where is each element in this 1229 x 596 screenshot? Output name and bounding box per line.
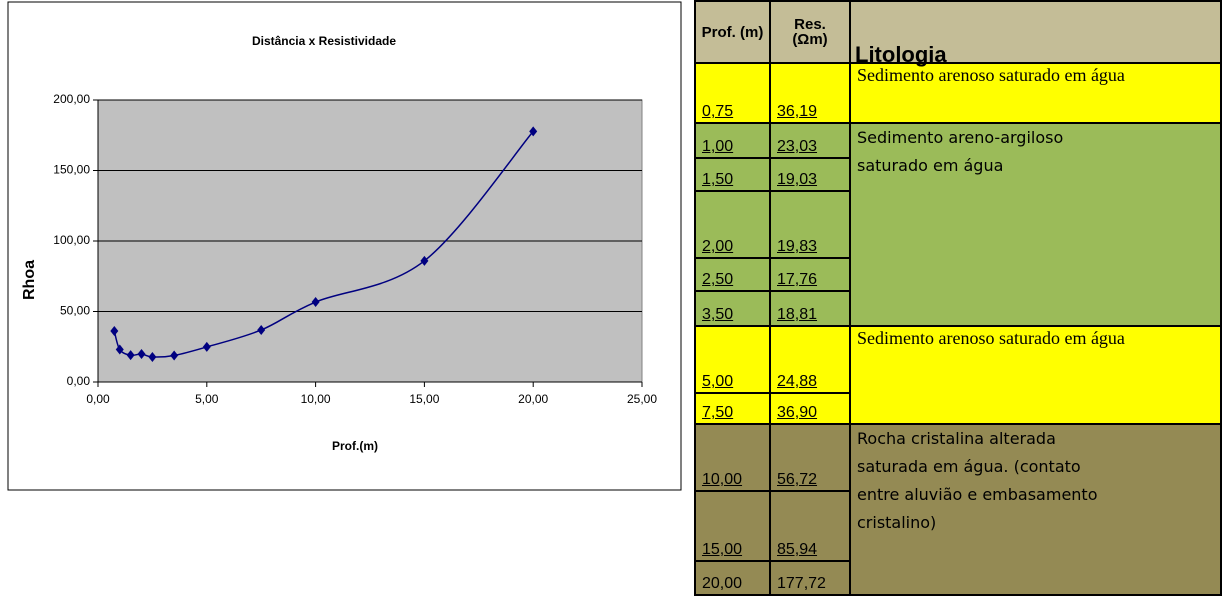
lithology: Sedimento arenoso saturado em água [849, 325, 1222, 425]
cell: 1,00 [694, 122, 771, 159]
marker [115, 344, 124, 355]
cell: 1,50 [694, 157, 771, 192]
cell: 36,19 [769, 62, 851, 124]
y-tick-label: 50,00 [60, 304, 90, 318]
y-axis-label: Rhoa [21, 260, 38, 300]
x-tick-label: 10,00 [301, 392, 331, 406]
cell: 24,88 [769, 325, 851, 394]
marker [420, 255, 429, 266]
marker [126, 350, 135, 361]
x-tick-label: 20,00 [518, 392, 548, 406]
lithology: Sedimento arenoso saturado em água [849, 62, 1222, 124]
data-table: Prof. (m) Res. (Ωm) Litologia 0,75 36,19 Sed… [694, 0, 1222, 596]
cell: 7,50 [694, 392, 771, 425]
cell: 15,00 [694, 490, 771, 562]
header: Prof. (m) [694, 0, 771, 64]
cell: 18,81 [769, 290, 851, 327]
cell: 3,50 [694, 290, 771, 327]
chart: Distância x Resistividade Prof.(m) Rhoa … [7, 1, 682, 491]
cell: 10,00 [694, 423, 771, 492]
cell: 85,94 [769, 490, 851, 562]
cell: 36,90 [769, 392, 851, 425]
marker [170, 350, 179, 361]
x-tick-label: 0,00 [86, 392, 110, 406]
x-tick-label: 15,00 [409, 392, 439, 406]
cell: 5,00 [694, 325, 771, 394]
y-tick-label: 0,00 [67, 374, 91, 388]
marker [529, 126, 538, 137]
marker [257, 324, 266, 335]
lithology: Rocha cristalina alterada saturada em ág… [849, 423, 1222, 596]
x-axis-label: Prof.(m) [332, 439, 378, 453]
cell: 17,76 [769, 257, 851, 292]
chart-title: Distância x Resistividade [252, 34, 396, 48]
cell: 0,75 [694, 62, 771, 124]
header: Res. (Ωm) [769, 0, 851, 64]
cell: 177,72 [769, 560, 851, 596]
y-tick-label: 150,00 [53, 163, 90, 177]
cell: 2,00 [694, 190, 771, 259]
cell: 23,03 [769, 122, 851, 159]
cell: 56,72 [769, 423, 851, 492]
cell: 19,03 [769, 157, 851, 192]
marker [137, 349, 146, 360]
marker [202, 341, 211, 352]
y-tick-label: 200,00 [53, 92, 90, 106]
header: Litologia [849, 0, 1222, 66]
cell: 2,50 [694, 257, 771, 292]
y-tick-label: 100,00 [53, 233, 90, 247]
lithology: Sedimento areno-argiloso saturado em águ… [849, 122, 1222, 327]
x-tick-label: 25,00 [627, 392, 657, 406]
marker [110, 325, 119, 336]
cell: 20,00 [694, 560, 771, 596]
x-tick-label: 5,00 [195, 392, 219, 406]
cell: 19,83 [769, 190, 851, 259]
marker [311, 297, 320, 308]
marker [148, 351, 157, 362]
